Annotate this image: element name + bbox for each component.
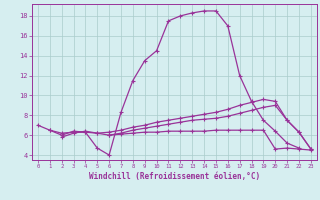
X-axis label: Windchill (Refroidissement éolien,°C): Windchill (Refroidissement éolien,°C): [89, 172, 260, 181]
